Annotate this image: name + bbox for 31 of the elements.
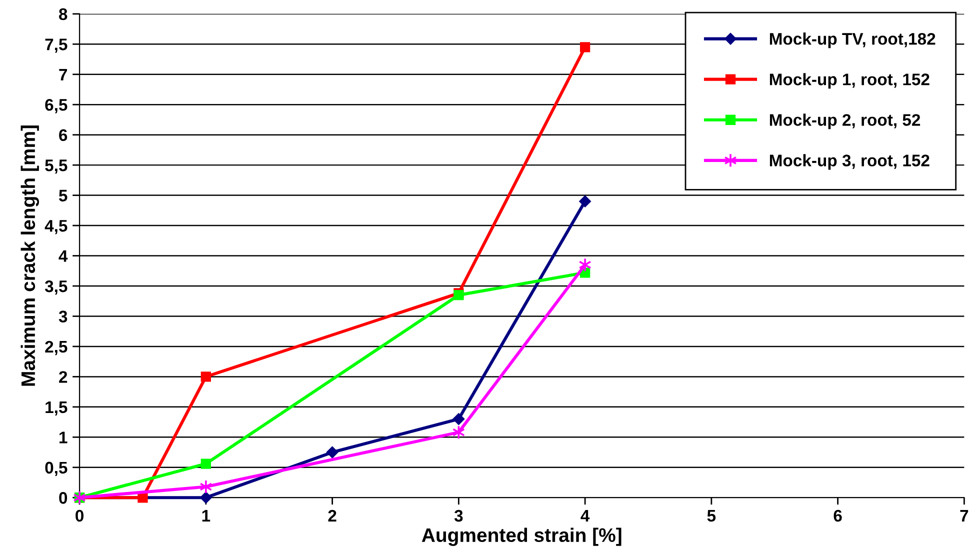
legend-label: Mock-up 3, root, 152 xyxy=(770,154,930,170)
y-tick-label: 6,5 xyxy=(45,99,68,114)
y-tick-label: 0,5 xyxy=(45,462,68,476)
y-tick-label: 4 xyxy=(58,250,68,262)
y-tick-label: 4,5 xyxy=(44,220,68,234)
y-tick-label: 3 xyxy=(58,310,68,322)
y-tick-label: 2 xyxy=(59,371,68,383)
y-tick-label: 2,5 xyxy=(45,340,68,356)
y-tick-label: 6 xyxy=(59,129,68,142)
x-axis-title: Augmented strain [%] xyxy=(422,528,622,546)
y-tick-label: 5 xyxy=(58,190,68,202)
x-tick-label: 7 xyxy=(960,510,968,522)
y-tick-label: 7,5 xyxy=(45,38,68,53)
y-tick-label: 0 xyxy=(59,492,68,504)
x-tick-label: 1 xyxy=(202,510,210,522)
x-tick-label: 5 xyxy=(707,510,716,522)
y-tick-label: 1 xyxy=(60,432,68,444)
y-tick-label: 3,5 xyxy=(44,280,68,295)
x-tick-label: 2 xyxy=(328,510,336,522)
x-tick-label: 3 xyxy=(454,510,463,522)
y-tick-label: 5,5 xyxy=(45,160,68,174)
legend-label: Mock-up 2, root, 52 xyxy=(770,114,920,130)
x-tick-label: 0 xyxy=(76,510,84,522)
y-tick-label: 1,5 xyxy=(46,401,68,416)
x-tick-label: 6 xyxy=(834,510,842,522)
legend-label: Mock-up TV, root,182 xyxy=(770,32,936,48)
y-axis-title: Maximum crack length [mm] xyxy=(20,126,40,386)
y-tick-label: 7 xyxy=(59,68,68,80)
legend-label: Mock-up 1, root, 152 xyxy=(770,73,930,89)
y-tick-label: 8 xyxy=(58,8,68,20)
x-tick-label: 4 xyxy=(580,510,590,522)
